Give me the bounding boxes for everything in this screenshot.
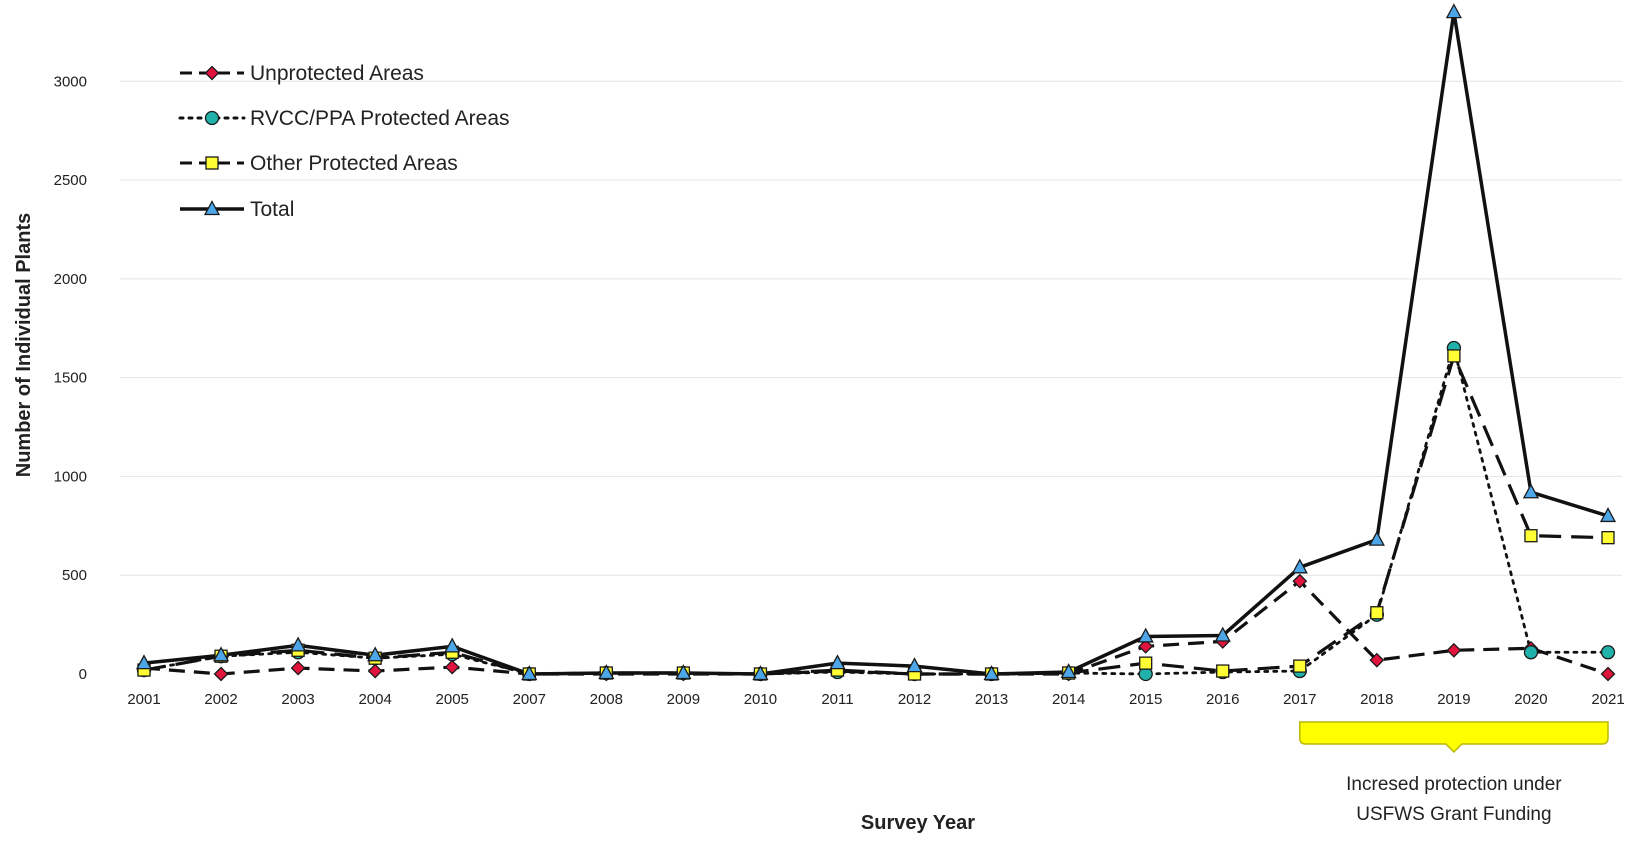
y-tick-label: 3000 <box>54 73 87 90</box>
x-tick-label: 2002 <box>204 691 237 708</box>
point-total <box>1137 627 1154 643</box>
x-axis-title: Survey Year <box>861 812 975 834</box>
x-tick-label: 2016 <box>1206 691 1239 708</box>
point-other <box>1293 659 1307 673</box>
y-axis-tick-labels: 0 500 1000 1500 2000 2500 3000 <box>54 73 87 683</box>
y-axis-title: Number of Individual Plants <box>13 213 35 477</box>
x-tick-label: 2019 <box>1437 691 1470 708</box>
x-tick-label: 2010 <box>744 691 777 708</box>
point-rvcc <box>1600 645 1616 660</box>
point-unprotected <box>1292 573 1308 589</box>
point-other <box>1370 606 1384 620</box>
point-other <box>1447 349 1461 363</box>
legend-marker-other <box>205 156 219 170</box>
point-total <box>1599 507 1617 523</box>
series-markers <box>135 3 1617 682</box>
y-tick-label: 500 <box>62 567 87 584</box>
x-tick-label: 2015 <box>1129 691 1162 708</box>
x-tick-label: 2017 <box>1283 691 1316 708</box>
x-tick-label: 2013 <box>975 691 1008 708</box>
annotation-text-line-1: Incresed protection under <box>1346 774 1562 795</box>
legend-marker-rvcc <box>204 110 220 126</box>
point-unprotected <box>290 660 306 676</box>
point-total <box>983 665 1000 681</box>
legend-item-unprotected: Unprotected Areas <box>180 62 424 85</box>
x-tick-label: 2007 <box>513 691 546 708</box>
x-tick-label: 2011 <box>821 691 853 708</box>
legend-item-total: Total <box>180 198 294 221</box>
x-tick-label: 2003 <box>281 691 314 708</box>
point-total <box>367 646 384 662</box>
point-other <box>1216 664 1230 678</box>
series-line-total <box>143 10 1609 676</box>
series-line-unprotected <box>143 579 1609 676</box>
point-unprotected <box>367 663 383 679</box>
legend-marker-total <box>203 200 221 216</box>
legend-label-rvcc: RVCC/PPA Protected Areas <box>250 107 510 130</box>
x-tick-label: 2018 <box>1360 691 1393 708</box>
x-tick-label: 2021 <box>1591 691 1624 708</box>
point-total <box>1214 626 1231 642</box>
point-total <box>444 637 461 653</box>
point-total <box>1522 483 1540 499</box>
point-total <box>675 664 692 680</box>
legend-point-unprotected <box>204 65 220 81</box>
point-total <box>1445 3 1462 19</box>
x-tick-label: 2001 <box>127 691 160 708</box>
legend: Unprotected Areas RVCC/PPA Protected Are… <box>178 62 510 221</box>
x-tick-label: 2008 <box>590 691 623 708</box>
point-other <box>1524 529 1538 543</box>
point-other <box>1139 656 1153 670</box>
legend-point-rvcc <box>204 110 220 126</box>
point-unprotected <box>1138 638 1154 654</box>
series-lines <box>142 10 1610 676</box>
x-tick-label: 2012 <box>898 691 931 708</box>
series-line-other <box>143 354 1609 676</box>
y-tick-label: 2000 <box>54 271 87 288</box>
annotation-text-line-2: USFWS Grant Funding <box>1356 804 1551 825</box>
legend-item-rvcc: RVCC/PPA Protected Areas <box>178 107 510 130</box>
point-total <box>829 654 846 670</box>
point-total <box>752 665 769 681</box>
point-total <box>1060 663 1077 679</box>
point-unprotected <box>444 659 460 675</box>
x-tick-label: 2014 <box>1052 691 1085 708</box>
point-unprotected <box>1600 666 1616 682</box>
series-line-rvcc <box>142 346 1610 676</box>
x-tick-label: 2004 <box>358 691 391 708</box>
x-axis-tick-labels: 2001 2002 2003 2004 2005 2007 2008 2009 2010 2011… <box>127 691 1624 708</box>
annotation-bracket: Incresed protection under USFWS Grant Fu… <box>1299 721 1609 825</box>
x-tick-label: 2009 <box>667 691 700 708</box>
legend-label-total: Total <box>250 198 294 221</box>
annotation-bracket-shape <box>1299 721 1609 754</box>
point-unprotected <box>213 666 229 682</box>
y-tick-label: 2500 <box>54 172 87 189</box>
legend-label-other: Other Protected Areas <box>250 152 458 175</box>
point-total <box>1291 558 1308 574</box>
point-total <box>135 654 153 670</box>
x-tick-label: 2005 <box>436 691 469 708</box>
point-total <box>521 665 538 681</box>
point-other <box>1601 531 1615 545</box>
point-unprotected <box>1369 652 1385 668</box>
point-rvcc <box>1523 645 1539 660</box>
point-total <box>598 664 615 680</box>
point-total <box>212 646 230 662</box>
y-tick-label: 1000 <box>54 468 87 485</box>
x-tick-label: 2020 <box>1514 691 1547 708</box>
y-tick-label: 0 <box>79 666 87 683</box>
gridlines <box>120 80 1622 576</box>
legend-label-unprotected: Unprotected Areas <box>250 62 424 85</box>
point-unprotected <box>1446 642 1462 658</box>
legend-point-total <box>203 200 221 216</box>
legend-marker-unprotected <box>204 65 220 81</box>
y-tick-label: 1500 <box>54 370 87 387</box>
legend-point-other <box>205 156 219 170</box>
point-total <box>290 636 307 652</box>
legend-item-other: Other Protected Areas <box>180 152 458 175</box>
point-total <box>906 657 923 673</box>
point-total <box>1368 530 1385 546</box>
